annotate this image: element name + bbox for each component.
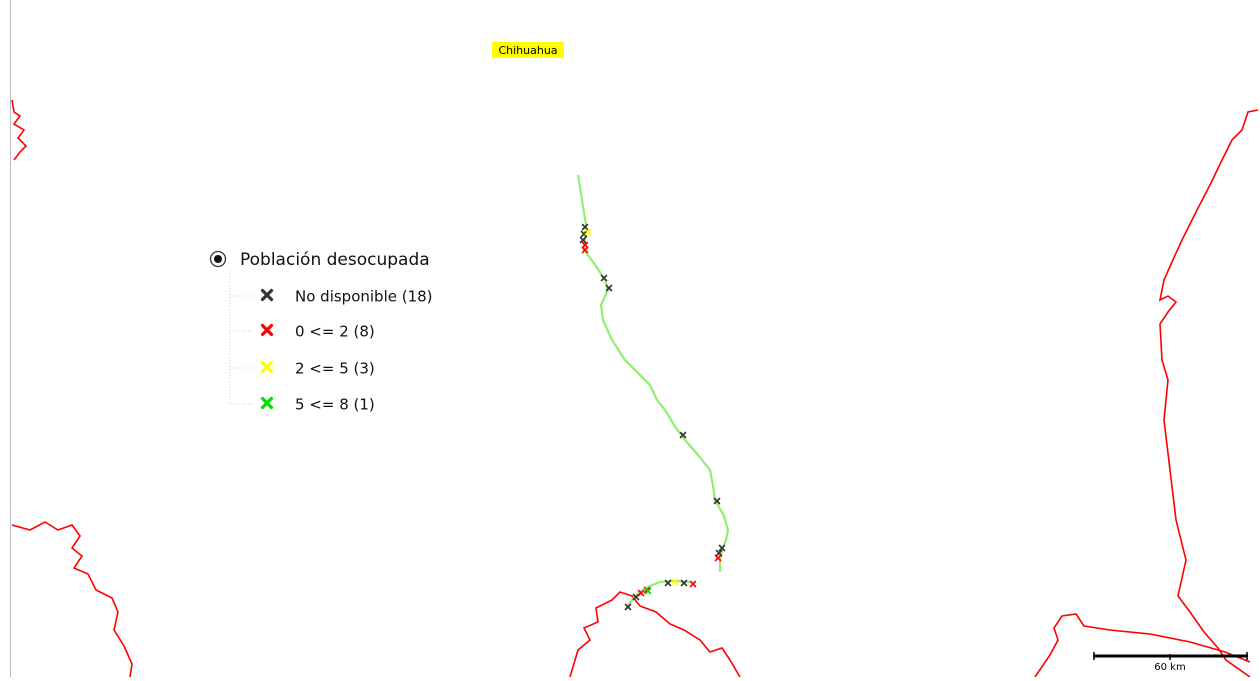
scale-label: 60 km — [1154, 662, 1185, 673]
legend: Población desocupada No disponible (18) 0… — [209, 250, 433, 414]
map-marker — [605, 284, 613, 292]
legend-label: 5 <= 8 (1) — [295, 396, 375, 414]
map-marker — [715, 549, 723, 557]
markers — [579, 223, 726, 611]
boundary — [569, 591, 741, 678]
map-marker — [581, 241, 589, 249]
map-marker — [584, 228, 592, 236]
map-marker — [664, 579, 672, 587]
map-marker — [713, 497, 721, 505]
map-marker — [680, 579, 688, 587]
road — [576, 174, 730, 572]
map-marker — [581, 246, 589, 254]
legend-label: No disponible (18) — [295, 288, 433, 306]
legend-label: 0 <= 2 (8) — [295, 323, 375, 341]
legend-symbol — [260, 360, 274, 374]
boundary — [11, 521, 133, 678]
legend-label: 2 <= 5 (3) — [295, 360, 375, 378]
map-marker — [579, 236, 587, 244]
boundary — [1034, 613, 1251, 678]
place-label: Chihuahua — [498, 44, 557, 57]
map-marker — [624, 603, 632, 611]
map-marker — [600, 274, 608, 282]
legend-items: No disponible (18) 0 <= 2 (8) 2 <= 5 (3) 5 … — [230, 288, 433, 414]
place-label-background — [492, 42, 564, 58]
map-marker — [718, 544, 726, 552]
legend-symbol — [260, 288, 274, 302]
legend-symbol — [260, 396, 274, 410]
map-marker — [581, 223, 589, 231]
map-marker — [714, 554, 722, 562]
map-marker — [671, 578, 679, 586]
legend-radio-dot — [214, 255, 222, 263]
boundary — [1158, 109, 1259, 678]
map-marker — [632, 593, 640, 601]
map-marker — [580, 230, 588, 238]
legend-symbol — [260, 323, 274, 337]
legend-title: Población desocupada — [240, 250, 430, 270]
map-marker — [689, 580, 697, 588]
map-marker — [644, 587, 652, 595]
boundary — [11, 99, 28, 161]
map-marker — [679, 431, 687, 439]
map-marker — [637, 589, 645, 597]
scale-bar: 60 km — [1093, 652, 1248, 673]
